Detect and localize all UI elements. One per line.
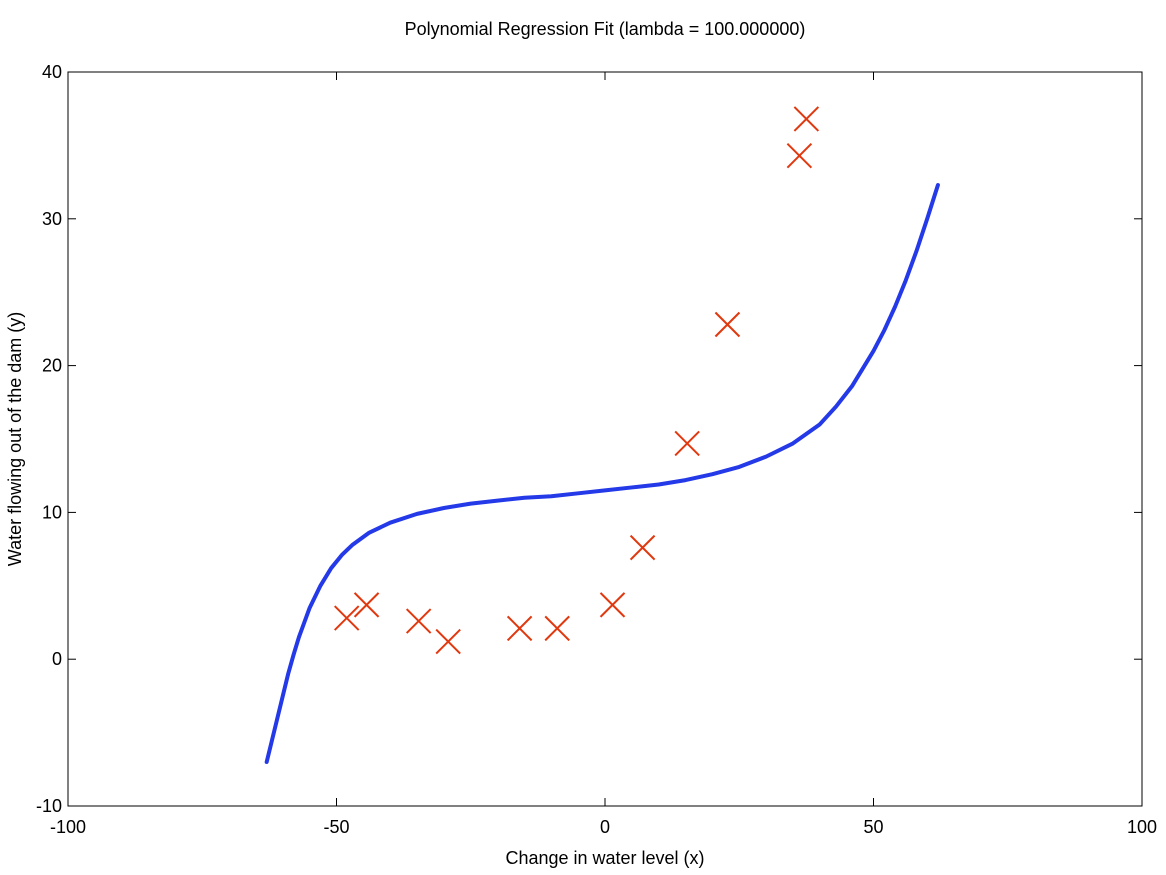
y-tick-label: 40 <box>42 62 62 82</box>
fit-curve <box>264 183 940 764</box>
x-axis-label: Change in water level (x) <box>505 848 704 868</box>
fit-line-layer <box>264 183 940 764</box>
y-axis-label: Water flowing out of the dam (y) <box>5 312 25 566</box>
data-point-x-marker <box>793 106 820 132</box>
y-tick-label: -10 <box>36 796 62 816</box>
plot-frame <box>67 71 1143 807</box>
chart-title: Polynomial Regression Fit (lambda = 100.… <box>405 19 806 39</box>
y-tick-label: 10 <box>42 502 62 522</box>
data-point-x-marker <box>786 142 813 169</box>
y-tick-label: 0 <box>52 649 62 669</box>
data-point-x-marker <box>629 534 656 561</box>
x-tick-label: -100 <box>50 817 86 837</box>
data-point-x-marker <box>544 615 570 642</box>
data-point-x-marker <box>599 592 626 618</box>
data-point-x-marker <box>674 430 700 457</box>
data-point-x-marker <box>405 608 432 634</box>
data-point-x-marker <box>333 605 360 631</box>
y-tick-label: 20 <box>42 356 62 376</box>
x-tick-label: 50 <box>863 817 883 837</box>
data-point-x-marker <box>506 615 533 642</box>
data-points-layer <box>333 106 820 655</box>
x-tick-label: 100 <box>1127 817 1157 837</box>
x-tick-label: 0 <box>600 817 610 837</box>
x-tick-label: -50 <box>323 817 349 837</box>
data-point-x-marker <box>353 592 380 618</box>
data-point-x-marker <box>435 628 461 655</box>
y-tick-label: 30 <box>42 209 62 229</box>
data-point-x-marker <box>714 311 741 338</box>
